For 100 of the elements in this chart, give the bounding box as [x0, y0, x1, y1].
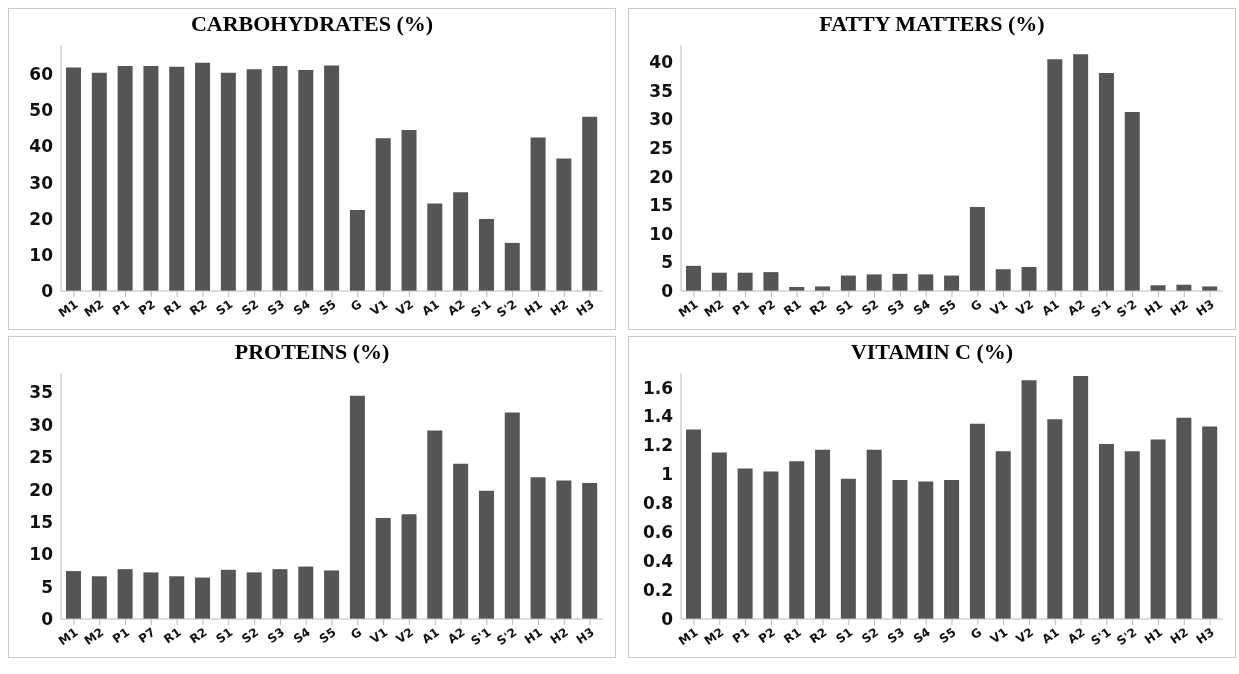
bar	[117, 65, 133, 291]
bar	[375, 518, 391, 619]
x-tick-label: P2	[755, 296, 778, 319]
y-tick-label: 1.6	[642, 377, 673, 398]
x-tick-label: S5	[936, 624, 959, 647]
bar	[995, 269, 1011, 291]
bar	[815, 449, 831, 619]
bar	[169, 66, 185, 291]
x-tick-label: S1	[833, 624, 856, 647]
bar	[66, 571, 81, 619]
x-tick-label: A1	[1039, 296, 1062, 319]
y-tick-label: 10	[29, 544, 54, 565]
bar	[789, 461, 805, 619]
x-tick-label: S2	[239, 296, 262, 319]
bar	[840, 275, 856, 291]
x-tick-label: R2	[807, 624, 830, 647]
y-tick-label: 0.2	[642, 580, 673, 601]
y-tick-label: 30	[29, 414, 54, 435]
bar	[478, 219, 494, 291]
x-tick-label: S'2	[1114, 624, 1140, 649]
y-tick-label: 0	[661, 609, 674, 630]
bar	[530, 137, 546, 291]
bar	[401, 514, 417, 619]
bar	[1098, 443, 1114, 619]
x-tick-label: S'1	[468, 296, 494, 321]
x-tick-label: H1	[521, 296, 546, 319]
y-tick-label: 1	[661, 464, 673, 485]
bar	[711, 452, 727, 619]
y-tick-label: 25	[649, 138, 673, 159]
bar	[892, 480, 908, 619]
bar	[1176, 417, 1192, 619]
y-tick-label: 20	[649, 166, 674, 187]
bar	[840, 478, 856, 619]
y-tick-label: 50	[29, 100, 54, 121]
x-tick-label: P2	[135, 296, 158, 319]
bar	[1021, 266, 1037, 291]
bar	[427, 430, 443, 619]
y-tick-label: 35	[649, 80, 673, 101]
x-tick-label: H2	[547, 624, 571, 647]
bar	[504, 412, 520, 619]
bar	[453, 463, 469, 619]
y-tick-label: 5	[41, 576, 53, 597]
x-tick-label: G	[348, 296, 365, 315]
x-tick-label: H1	[1141, 624, 1166, 647]
bar	[737, 272, 753, 291]
x-tick-label: R2	[187, 624, 210, 647]
x-tick-label: S5	[316, 624, 339, 647]
x-tick-label: G	[348, 624, 365, 643]
x-tick-label: H3	[1193, 624, 1217, 647]
x-tick-label: R1	[161, 624, 184, 647]
x-tick-label: H3	[1193, 296, 1217, 319]
bar	[246, 69, 262, 291]
bar	[453, 192, 469, 291]
x-tick-label: H1	[521, 624, 546, 647]
x-tick-label: V2	[393, 296, 417, 319]
bar	[1021, 380, 1037, 619]
y-tick-label: 60	[29, 63, 54, 84]
x-tick-label: S3	[885, 296, 907, 319]
bar	[556, 480, 572, 619]
bar	[918, 481, 934, 619]
y-tick-label: 25	[29, 447, 53, 468]
y-tick-label: 40	[29, 136, 54, 157]
x-tick-label: S'2	[494, 624, 520, 649]
x-tick-label: S1	[213, 296, 236, 319]
bar	[478, 490, 494, 619]
bar	[298, 69, 314, 291]
x-tick-label: V2	[1013, 624, 1037, 647]
bar	[143, 572, 159, 619]
x-tick-label: M2	[701, 296, 727, 321]
chart-title: VITAMIN C (%)	[849, 339, 1015, 365]
x-tick-label: S3	[265, 296, 287, 319]
x-tick-label: M2	[81, 296, 107, 321]
bar	[1047, 419, 1063, 619]
x-tick-label: P1	[110, 296, 133, 319]
x-tick-label: M1	[675, 624, 701, 649]
x-tick-label: S'2	[1114, 296, 1140, 321]
bar	[763, 471, 779, 619]
x-tick-label: S2	[239, 624, 262, 647]
bar	[117, 569, 133, 619]
y-tick-label: 5	[661, 252, 673, 273]
y-tick-label: 0.4	[642, 551, 674, 572]
bar	[763, 272, 779, 291]
x-tick-label: S'1	[1088, 296, 1114, 321]
x-tick-label: A1	[419, 296, 442, 319]
x-tick-label: S4	[290, 624, 313, 647]
y-tick-label: 15	[29, 511, 53, 532]
x-tick-label: M2	[81, 624, 107, 649]
x-tick-label: M1	[55, 296, 81, 321]
bar	[1202, 426, 1218, 619]
bar	[220, 72, 236, 291]
x-tick-label: A2	[445, 296, 468, 319]
x-tick-label: H3	[573, 624, 597, 647]
x-tick-label: S'2	[494, 296, 520, 321]
y-tick-label: 35	[29, 382, 53, 403]
bar	[427, 203, 443, 291]
x-tick-label: S4	[910, 624, 933, 647]
y-tick-label: 10	[649, 223, 674, 244]
x-tick-label: V2	[1013, 296, 1037, 319]
x-tick-label: S1	[213, 624, 236, 647]
x-tick-label: S4	[290, 296, 313, 319]
